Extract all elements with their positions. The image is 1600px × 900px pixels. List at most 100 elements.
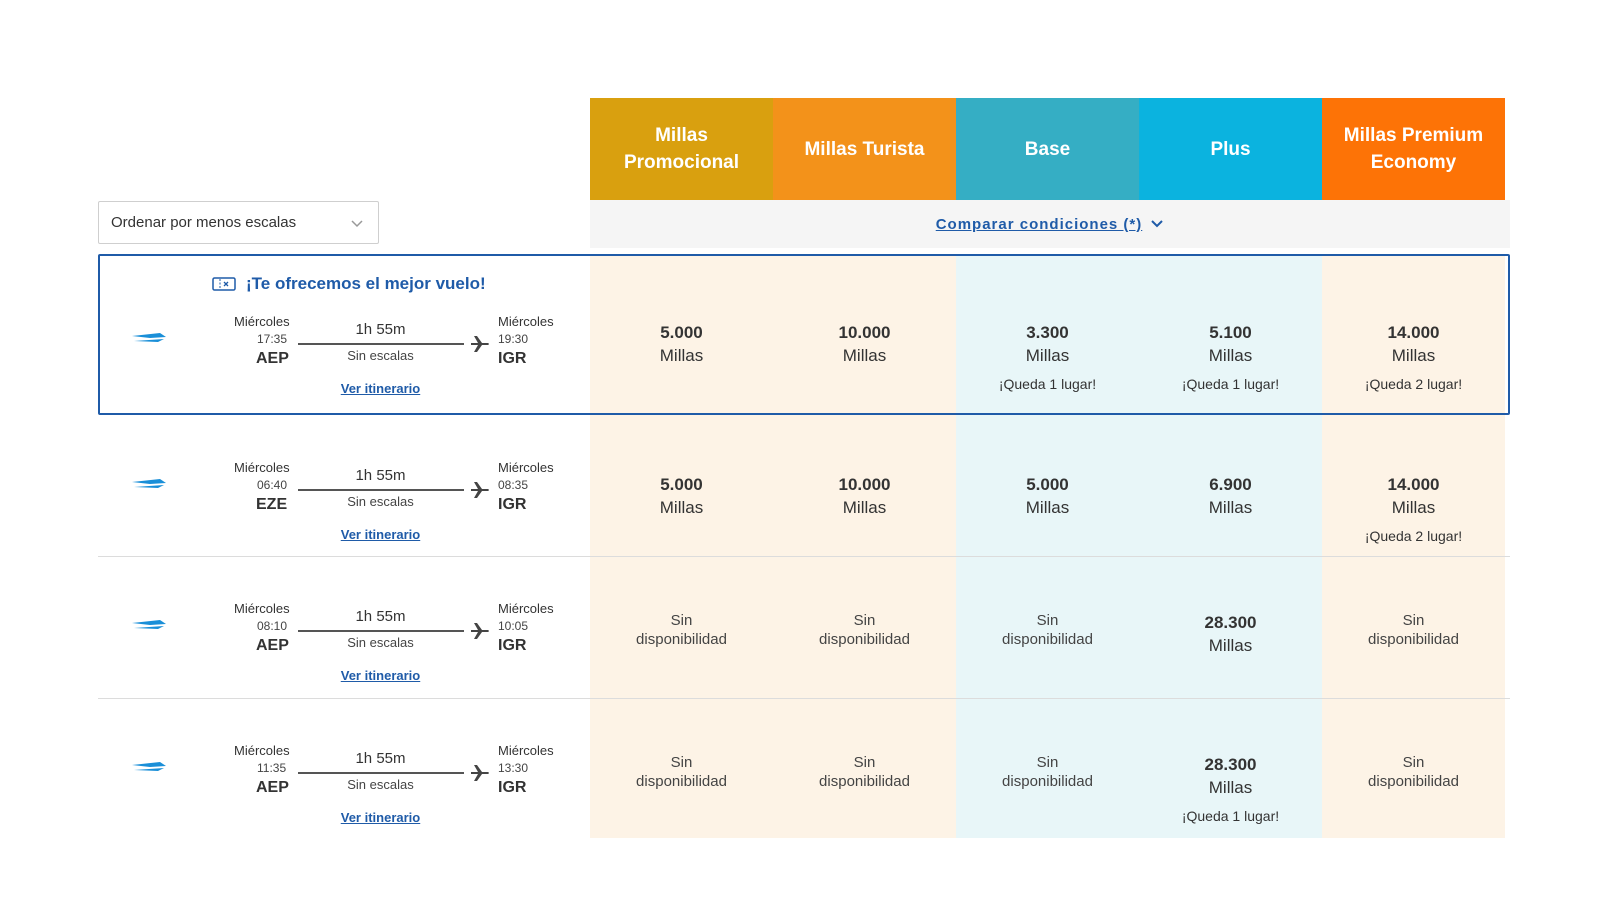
fare-cell[interactable]: Sin disponibilidad: [1322, 611, 1505, 649]
fare-cell[interactable]: 5.000 Millas: [590, 321, 773, 367]
arrival-time: 10:05: [498, 619, 529, 633]
arrival-airport: IGR: [498, 350, 527, 367]
fare-unit: Millas: [842, 498, 887, 517]
fare-header-3: Plus: [1139, 98, 1322, 200]
route-line: [298, 772, 464, 774]
departure-day: Miércoles: [234, 460, 290, 475]
fare-amount: 28.300: [1204, 755, 1257, 774]
fare-unit: Millas: [1391, 498, 1436, 517]
fare-header-0: Millas Promocional: [590, 98, 773, 200]
no-availability: Sin disponibilidad: [1002, 612, 1093, 648]
seats-left: ¡Queda 1 lugar!: [1181, 808, 1280, 824]
fare-amount: 10.000: [838, 475, 891, 494]
ticket-icon: [212, 277, 236, 291]
fare-cell[interactable]: Sin disponibilidad: [773, 611, 956, 649]
view-itinerary-link[interactable]: Ver itinerario: [340, 810, 421, 825]
fare-amount: 14.000: [1387, 323, 1440, 342]
no-availability: Sin disponibilidad: [1002, 754, 1093, 790]
fare-cell[interactable]: 28.300 Millas: [1139, 611, 1322, 657]
flight-info: Miércoles 17:35 AEP 1h 55m Sin escalas M…: [98, 314, 578, 454]
fare-amount: 5.000: [660, 323, 703, 342]
departure-airport: AEP: [256, 350, 289, 367]
no-availability: Sin disponibilidad: [1368, 754, 1459, 790]
fare-cell[interactable]: Sin disponibilidad: [956, 611, 1139, 649]
seats-left: ¡Queda 1 lugar!: [998, 376, 1097, 392]
stops-info: Sin escalas: [347, 635, 414, 650]
fare-cell[interactable]: 5.000 Millas: [956, 473, 1139, 519]
flight-info: Miércoles 06:40 EZE 1h 55m Sin escalas M…: [98, 460, 578, 600]
route-line: [298, 630, 464, 632]
fare-unit: Millas: [659, 498, 704, 517]
plane-icon: [471, 765, 489, 781]
no-availability: Sin disponibilidad: [636, 612, 727, 648]
fare-column-background: [590, 254, 773, 838]
fare-cell[interactable]: 5.100 Millas ¡Queda 1 lugar!: [1139, 321, 1322, 392]
flight-duration: 1h 55m: [355, 321, 406, 338]
route-line: [298, 343, 464, 345]
fare-unit: Millas: [1025, 346, 1070, 365]
fare-column-background: [1139, 254, 1322, 838]
flight-duration: 1h 55m: [355, 750, 406, 767]
view-itinerary-link[interactable]: Ver itinerario: [340, 527, 421, 542]
view-itinerary-link[interactable]: Ver itinerario: [340, 381, 421, 396]
stops-info: Sin escalas: [347, 494, 414, 509]
fare-unit: Millas: [659, 346, 704, 365]
flight-duration: 1h 55m: [355, 467, 406, 484]
fare-amount: 6.900: [1209, 475, 1252, 494]
seats-left: ¡Queda 2 lugar!: [1364, 376, 1463, 392]
chevron-down-icon: [1151, 220, 1163, 228]
compare-bar: Comparar condiciones (*): [590, 200, 1510, 248]
fare-cell[interactable]: 10.000 Millas: [773, 321, 956, 367]
fare-cell[interactable]: Sin disponibilidad: [773, 753, 956, 791]
fare-cell[interactable]: 14.000 Millas ¡Queda 2 lugar!: [1322, 473, 1505, 544]
fare-cell[interactable]: Sin disponibilidad: [590, 753, 773, 791]
departure-airport: EZE: [256, 496, 288, 513]
fare-cell[interactable]: 14.000 Millas ¡Queda 2 lugar!: [1322, 321, 1505, 392]
view-itinerary-link[interactable]: Ver itinerario: [340, 668, 421, 683]
no-availability: Sin disponibilidad: [1368, 612, 1459, 648]
row-separator: [98, 556, 1510, 557]
fare-cell[interactable]: 28.300 Millas ¡Queda 1 lugar!: [1139, 753, 1322, 824]
fare-header-2: Base: [956, 98, 1139, 200]
fare-cell[interactable]: 10.000 Millas: [773, 473, 956, 519]
fare-cell[interactable]: Sin disponibilidad: [1322, 753, 1505, 791]
no-availability: Sin disponibilidad: [819, 754, 910, 790]
arrival-day: Miércoles: [498, 743, 554, 758]
fare-amount: 10.000: [838, 323, 891, 342]
fare-column-background: [1322, 254, 1505, 838]
flight-duration: 1h 55m: [355, 608, 406, 625]
no-availability: Sin disponibilidad: [636, 754, 727, 790]
fare-cell[interactable]: 5.000 Millas: [590, 473, 773, 519]
fare-header-4: Millas Premium Economy: [1322, 98, 1505, 200]
fare-cell[interactable]: 6.900 Millas: [1139, 473, 1322, 519]
flight-info: Miércoles 08:10 AEP 1h 55m Sin escalas M…: [98, 601, 578, 741]
fare-unit: Millas: [1208, 778, 1253, 797]
departure-airport: AEP: [256, 637, 289, 654]
no-availability: Sin disponibilidad: [819, 612, 910, 648]
fare-amount: 14.000: [1387, 475, 1440, 494]
fare-unit: Millas: [1391, 346, 1436, 365]
fare-header-1: Millas Turista: [773, 98, 956, 200]
fare-cell[interactable]: Sin disponibilidad: [590, 611, 773, 649]
plane-icon: [471, 623, 489, 639]
airline-logo-icon: [132, 333, 166, 342]
departure-time: 06:40: [257, 478, 288, 492]
seats-left: ¡Queda 2 lugar!: [1364, 528, 1463, 544]
arrival-day: Miércoles: [498, 460, 554, 475]
departure-airport: AEP: [256, 779, 289, 796]
route-line: [298, 489, 464, 491]
airline-logo-icon: [132, 620, 166, 629]
plane-icon: [471, 336, 489, 352]
sort-dropdown[interactable]: Ordenar por menos escalas: [98, 201, 379, 244]
compare-conditions-link[interactable]: Comparar condiciones (*): [936, 216, 1165, 233]
fare-cell[interactable]: 3.300 Millas ¡Queda 1 lugar!: [956, 321, 1139, 392]
departure-time: 08:10: [257, 619, 288, 633]
arrival-airport: IGR: [498, 637, 527, 654]
fare-amount: 5.100: [1209, 323, 1252, 342]
row-separator: [98, 698, 1510, 699]
arrival-time: 19:30: [498, 332, 529, 346]
fare-cell[interactable]: Sin disponibilidad: [956, 753, 1139, 791]
fare-unit: Millas: [1208, 346, 1253, 365]
stops-info: Sin escalas: [347, 348, 414, 363]
arrival-airport: IGR: [498, 779, 527, 796]
